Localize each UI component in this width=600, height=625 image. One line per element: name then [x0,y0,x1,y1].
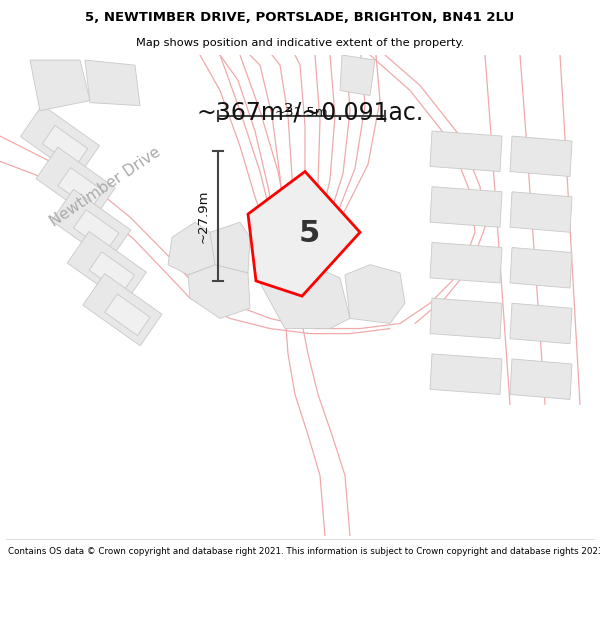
Text: Map shows position and indicative extent of the property.: Map shows position and indicative extent… [136,39,464,49]
Polygon shape [430,354,502,394]
Text: ~27.9m: ~27.9m [197,189,210,243]
Polygon shape [345,265,405,324]
Text: Contains OS data © Crown copyright and database right 2021. This information is : Contains OS data © Crown copyright and d… [8,547,600,556]
Text: 5: 5 [299,219,320,248]
Polygon shape [89,252,134,293]
Polygon shape [430,242,502,283]
Polygon shape [58,168,103,209]
Polygon shape [105,294,150,336]
Text: ~367m²/~0.091ac.: ~367m²/~0.091ac. [196,101,424,124]
Polygon shape [36,147,115,219]
Polygon shape [74,210,119,251]
Polygon shape [188,265,250,318]
Polygon shape [340,55,375,96]
Text: 5, NEWTIMBER DRIVE, PORTSLADE, BRIGHTON, BN41 2LU: 5, NEWTIMBER DRIVE, PORTSLADE, BRIGHTON,… [85,11,515,24]
Polygon shape [510,359,572,399]
Polygon shape [168,222,215,275]
Polygon shape [510,303,572,344]
Polygon shape [20,105,100,177]
Polygon shape [83,274,162,346]
Polygon shape [430,298,502,339]
Polygon shape [52,189,131,261]
Polygon shape [510,248,572,288]
Polygon shape [85,60,140,106]
Polygon shape [510,192,572,232]
Polygon shape [67,231,146,304]
Polygon shape [43,126,88,167]
Polygon shape [200,222,250,273]
Polygon shape [510,136,572,177]
Polygon shape [248,171,360,296]
Polygon shape [260,265,350,329]
Polygon shape [30,60,90,111]
Text: Newtimber Drive: Newtimber Drive [47,144,163,229]
Polygon shape [430,187,502,228]
Polygon shape [430,131,502,171]
Text: ~31.5m: ~31.5m [275,106,328,119]
